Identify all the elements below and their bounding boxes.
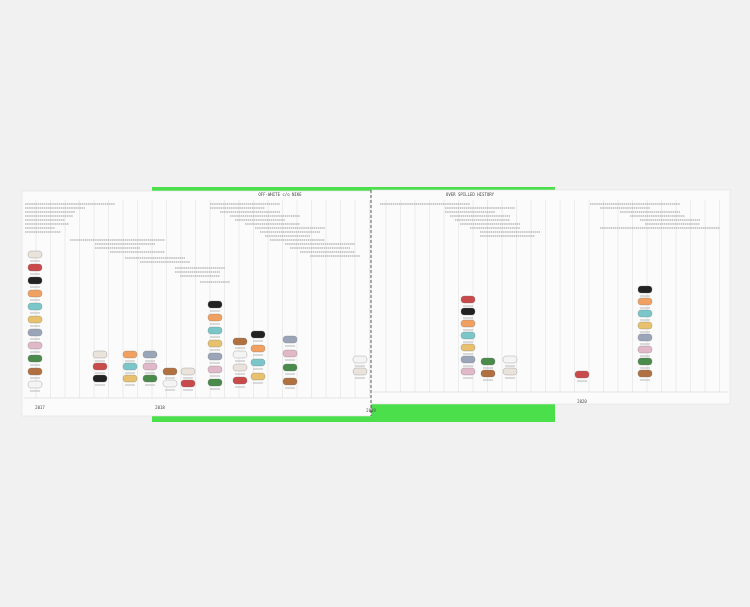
sneaker (232, 350, 248, 359)
sneaker (27, 367, 43, 376)
sneaker (460, 319, 476, 328)
sneaker (637, 321, 653, 330)
sneaker (460, 355, 476, 364)
sneaker (352, 355, 368, 364)
sneakers (27, 250, 653, 392)
page-grid (24, 200, 728, 399)
sneaker (637, 357, 653, 366)
annotations (25, 203, 720, 283)
sneaker (207, 300, 223, 309)
year-label: 2019 (366, 408, 376, 413)
year-label: 2018 (155, 405, 165, 410)
sneaker (122, 350, 138, 359)
sneaker (637, 345, 653, 354)
sneaker (27, 328, 43, 337)
sneaker (207, 378, 223, 387)
year-label: 2020 (577, 399, 587, 404)
sneaker (122, 362, 138, 371)
sneaker (460, 307, 476, 316)
sneaker (27, 289, 43, 298)
sneaker (502, 367, 518, 376)
sneaker (502, 355, 518, 364)
sneaker (122, 374, 138, 383)
sneaker (460, 295, 476, 304)
sneaker (27, 250, 43, 259)
sneaker (207, 352, 223, 361)
sneaker (637, 369, 653, 378)
sneaker (637, 333, 653, 342)
sneaker (574, 370, 590, 379)
sneaker (232, 376, 248, 385)
sneaker (282, 363, 298, 372)
right-title: OVER SPILLED HISTORY (446, 192, 495, 197)
sneaker (92, 350, 108, 359)
sneaker (460, 367, 476, 376)
sneaker (282, 335, 298, 344)
sneaker (142, 374, 158, 383)
right-page (370, 189, 731, 405)
sneaker (27, 380, 43, 389)
sneaker (27, 302, 43, 311)
left-title: OFF-WHITE c/o NIKE (258, 192, 302, 197)
sneaker (460, 331, 476, 340)
sneaker (92, 362, 108, 371)
sneaker (250, 358, 266, 367)
sneaker (162, 379, 178, 388)
sneaker (207, 339, 223, 348)
sneaker (250, 372, 266, 381)
sneaker (207, 326, 223, 335)
sneaker (232, 363, 248, 372)
sneaker (232, 337, 248, 346)
left-page (21, 190, 372, 417)
sneaker (207, 365, 223, 374)
sneaker (27, 276, 43, 285)
sneaker (142, 362, 158, 371)
sneaker (352, 367, 368, 376)
sneaker (27, 315, 43, 324)
sneaker (460, 343, 476, 352)
sneaker (207, 313, 223, 322)
sneaker (250, 330, 266, 339)
sneaker (27, 354, 43, 363)
sneaker (27, 263, 43, 272)
sneaker (480, 357, 496, 366)
year-label: 2017 (35, 405, 45, 410)
sneaker (282, 377, 298, 386)
sneaker (180, 367, 196, 376)
sneaker (637, 297, 653, 306)
sneaker (142, 350, 158, 359)
sneaker (162, 367, 178, 376)
sneaker (637, 285, 653, 294)
sneaker (282, 349, 298, 358)
sneaker (92, 374, 108, 383)
sneaker (480, 369, 496, 378)
sneaker (637, 309, 653, 318)
sneaker (250, 344, 266, 353)
sneaker (27, 341, 43, 350)
sneaker (180, 379, 196, 388)
